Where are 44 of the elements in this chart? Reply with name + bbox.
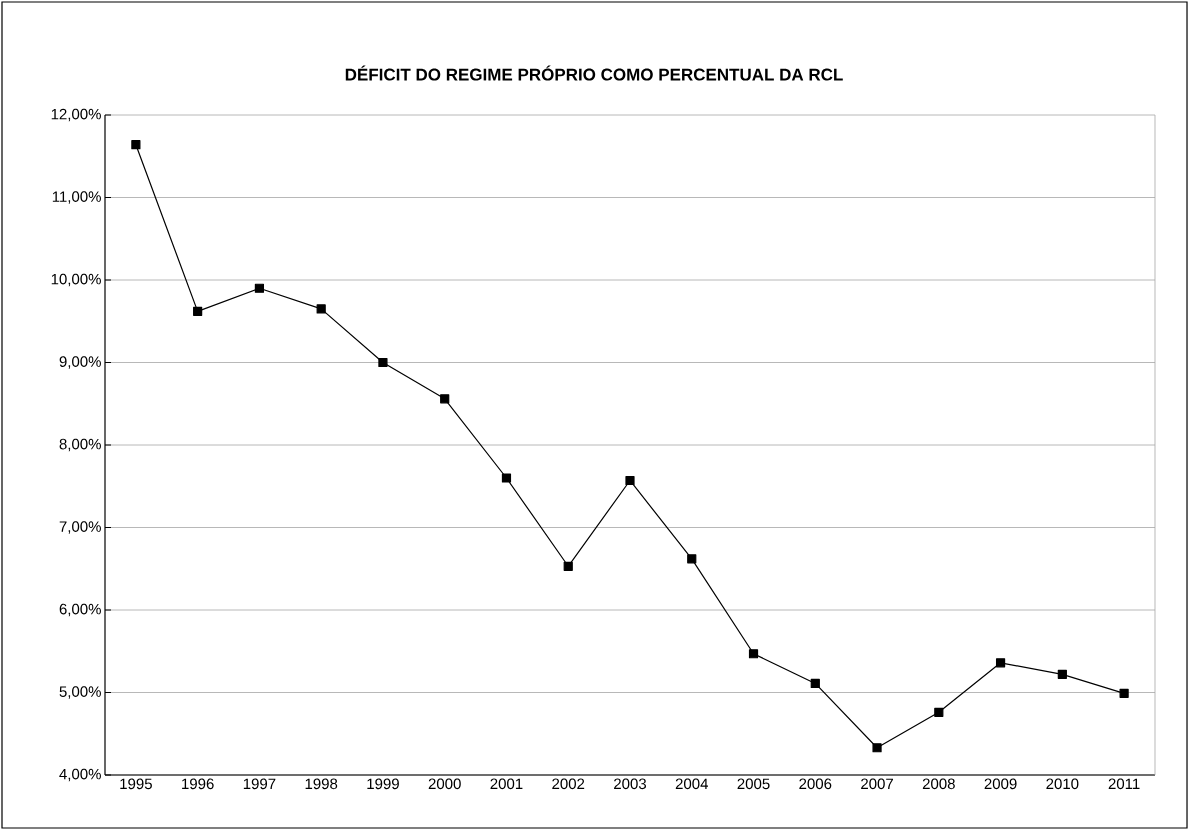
point [1057, 669, 1067, 679]
point [810, 678, 820, 689]
x-tick-label: 2000 [428, 778, 461, 790]
y-tick-label: 4,00% [59, 768, 101, 782]
point [316, 304, 326, 314]
x-tick-label: 2011 [1108, 778, 1140, 790]
point [440, 394, 450, 404]
x-tick-label: 1998 [305, 778, 338, 790]
x-tick-label: 2005 [737, 778, 770, 790]
x-tick-label: 2002 [552, 778, 585, 790]
x-tick-label: 1999 [367, 778, 399, 790]
x-tick-label: 2004 [675, 778, 708, 790]
y-tick-label: 8,00% [59, 438, 101, 452]
x-tick-label: 2006 [799, 778, 832, 790]
x-tick-label: 2007 [861, 778, 893, 790]
x-tick-label: 2009 [984, 778, 1017, 790]
point [1119, 688, 1129, 698]
x-tick-label: 2008 [922, 778, 955, 790]
point [625, 475, 635, 486]
x-tick-label: 2001 [490, 778, 523, 790]
y-tick-label: 5,00% [59, 686, 101, 699]
x-tick-label: 1997 [243, 778, 276, 790]
point [995, 658, 1006, 668]
point [131, 140, 141, 150]
point [687, 554, 697, 564]
point [501, 473, 512, 483]
x-tick-label: 2010 [1046, 778, 1079, 790]
chart-title: DÉFICIT DO REGIME PRÓPRIO COMO PERCENTUAL DA RCL [345, 65, 843, 81]
point [193, 306, 203, 316]
point [934, 707, 944, 717]
point [254, 283, 265, 293]
x-tick-label: 1996 [182, 778, 214, 790]
y-tick-label: 11,00% [52, 191, 101, 204]
y-tick-label: 6,00% [59, 603, 101, 617]
x-tick-label: 1995 [120, 778, 152, 790]
point [563, 561, 573, 571]
point [748, 649, 759, 659]
y-tick-label: 12,00% [51, 108, 101, 122]
x-tick-label: 2003 [614, 778, 647, 790]
y-tick-label: 9,00% [59, 356, 101, 369]
y-tick-label: 10,00% [51, 273, 101, 287]
point [872, 743, 882, 753]
point [378, 357, 388, 368]
y-tick-label: 7,00% [59, 521, 101, 534]
